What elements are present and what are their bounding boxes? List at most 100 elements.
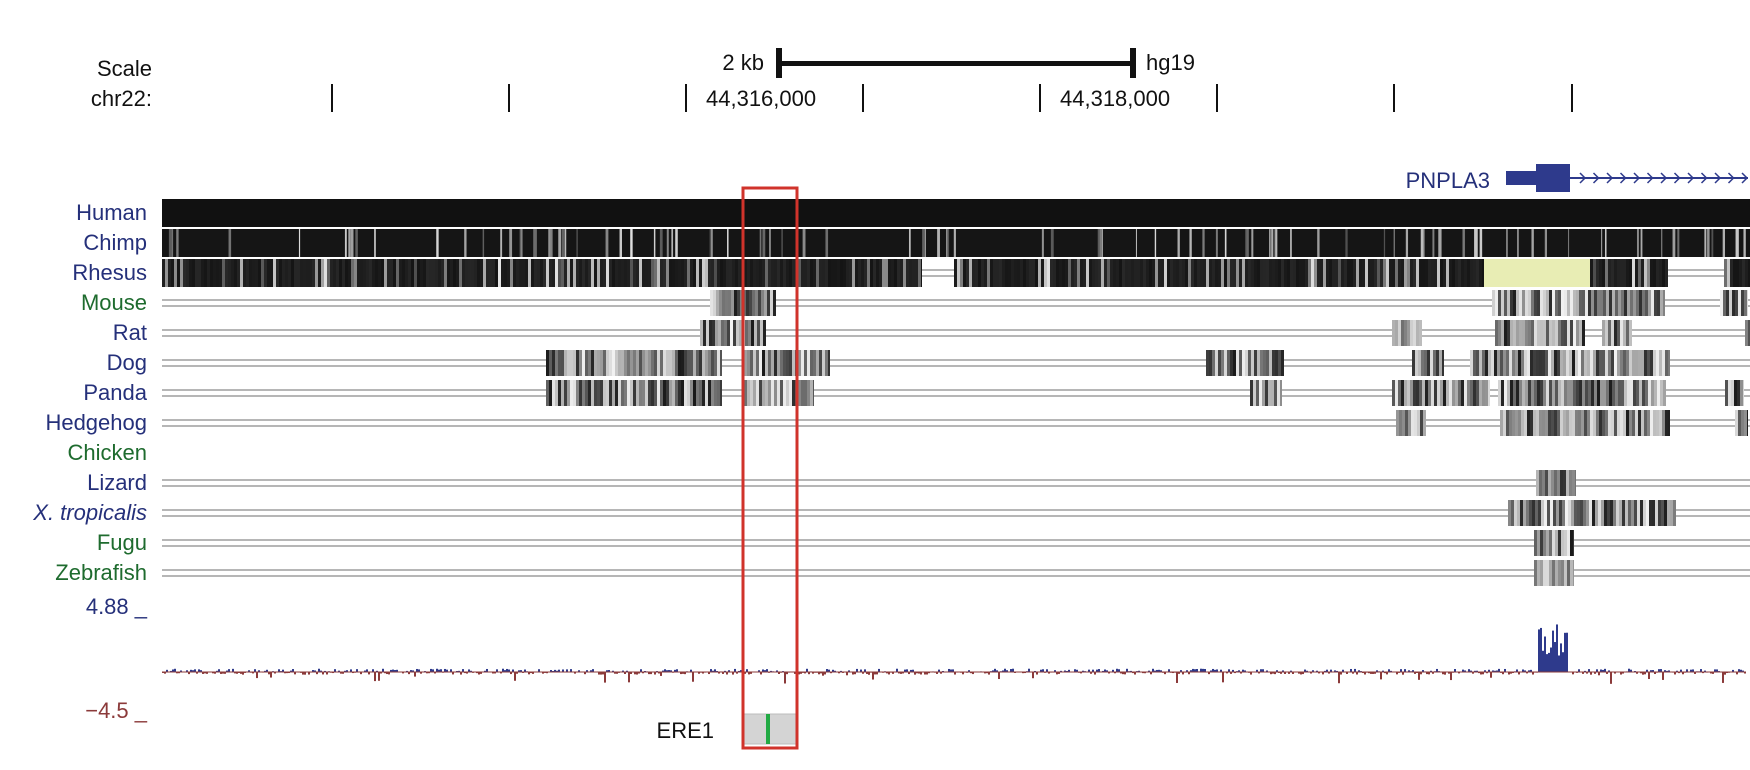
- conservation-bar: [586, 670, 588, 672]
- alignment-block: [978, 259, 981, 287]
- alignment-block: [1747, 290, 1748, 316]
- alignment-block: [411, 259, 414, 287]
- conservation-bar: [1304, 669, 1306, 672]
- alignment-block: [1620, 259, 1623, 287]
- alignment-block: [1651, 290, 1654, 316]
- alignment-block: [1449, 259, 1452, 287]
- alignment-block: [1359, 259, 1362, 287]
- alignment-block: [1260, 350, 1263, 376]
- alignment-block: [546, 259, 549, 287]
- alignment-block: [777, 259, 780, 287]
- alignment-block: [798, 380, 801, 406]
- alignment-block: [1535, 500, 1538, 526]
- alignment-block: [1189, 229, 1192, 257]
- conservation-bar: [554, 669, 556, 672]
- alignment-block: [291, 259, 294, 287]
- conservation-bar: [660, 672, 662, 676]
- highlight-region: [741, 186, 799, 750]
- alignment-block: [747, 259, 750, 287]
- conservation-bar: [364, 670, 366, 672]
- alignment-block: [348, 259, 351, 287]
- alignment-block: [768, 380, 771, 406]
- alignment-block: [684, 259, 687, 287]
- conservation-bar: [1300, 672, 1302, 675]
- alignment-block: [984, 259, 987, 287]
- alignment-block: [534, 259, 537, 287]
- alignment-block: [1423, 410, 1426, 436]
- alignment-block: [1221, 259, 1224, 287]
- alignment-block: [1135, 229, 1137, 257]
- conservation-bar: [1630, 669, 1632, 672]
- alignment-block: [1578, 410, 1581, 436]
- alignment-block: [1553, 500, 1556, 526]
- alignment-block: [666, 229, 669, 257]
- conservation-bar: [778, 672, 780, 674]
- alignment-block: [1638, 259, 1641, 287]
- alignment-block: [429, 259, 432, 287]
- alignment-block: [918, 259, 921, 287]
- alignment-block: [1473, 350, 1476, 376]
- alignment-block: [1266, 350, 1269, 376]
- alignment-block: [1503, 410, 1506, 436]
- alignment-block: [1099, 229, 1103, 257]
- alignment-block: [1635, 350, 1638, 376]
- alignment-block: [561, 350, 564, 376]
- conservation-bar: [1048, 672, 1050, 674]
- alignment-block: [619, 229, 622, 257]
- conservation-bar: [1188, 672, 1190, 675]
- alignment-block: [903, 259, 906, 287]
- conservation-bar: [1428, 672, 1430, 675]
- conservation-bar: [592, 669, 594, 672]
- alignment-block: [1047, 259, 1050, 287]
- alignment-block: [360, 259, 363, 287]
- conservation-bar: [360, 672, 362, 675]
- conservation-bar: [1420, 672, 1422, 675]
- alignment-block: [276, 259, 279, 287]
- conservation-bar: [830, 672, 832, 674]
- alignment-block: [1418, 350, 1421, 376]
- alignment-block: [828, 350, 830, 376]
- conservation-bar: [1374, 672, 1376, 674]
- alignment-block: [507, 259, 510, 287]
- alignment-block: [1254, 259, 1257, 287]
- alignment-block: [792, 350, 795, 376]
- conservation-bar: [1660, 669, 1662, 672]
- alignment-block: [1442, 350, 1444, 376]
- alignment-block: [363, 259, 366, 287]
- alignment-block: [246, 259, 249, 287]
- alignment-block: [1623, 350, 1626, 376]
- conservation-bar: [1088, 669, 1090, 672]
- alignment-block: [1656, 350, 1659, 376]
- alignment-block: [1663, 380, 1666, 406]
- alignment-block: [804, 259, 807, 287]
- alignment-block: [953, 229, 956, 257]
- alignment-block: [393, 259, 396, 287]
- conservation-bar: [1404, 669, 1406, 672]
- alignment-block: [1446, 380, 1449, 406]
- alignment-block: [1314, 259, 1317, 287]
- alignment-block: [663, 259, 666, 287]
- alignment-block: [1605, 320, 1608, 346]
- conservation-bar: [1326, 669, 1328, 672]
- conservation-bar: [1096, 669, 1098, 672]
- alignment-block: [730, 320, 733, 346]
- alignment-block: [1662, 410, 1665, 436]
- alignment-block: [513, 259, 516, 287]
- alignment-block: [1602, 410, 1605, 436]
- conservation-bar: [600, 672, 602, 675]
- conservation-bar: [642, 672, 644, 674]
- alignment-block: [1603, 380, 1606, 406]
- alignment-block: [1519, 380, 1522, 406]
- alignment-block: [1572, 350, 1575, 376]
- alignment-block: [1345, 229, 1348, 257]
- alignment-block: [720, 259, 723, 287]
- conservation-bar: [1686, 669, 1688, 672]
- alignment-block: [719, 290, 722, 316]
- alignment-block: [804, 380, 807, 406]
- conservation-bar: [798, 672, 800, 675]
- alignment-block: [1227, 350, 1230, 376]
- alignment-block: [822, 350, 825, 376]
- alignment-block: [1311, 259, 1314, 287]
- alignment-block: [645, 350, 648, 376]
- conservation-bar: [226, 670, 228, 672]
